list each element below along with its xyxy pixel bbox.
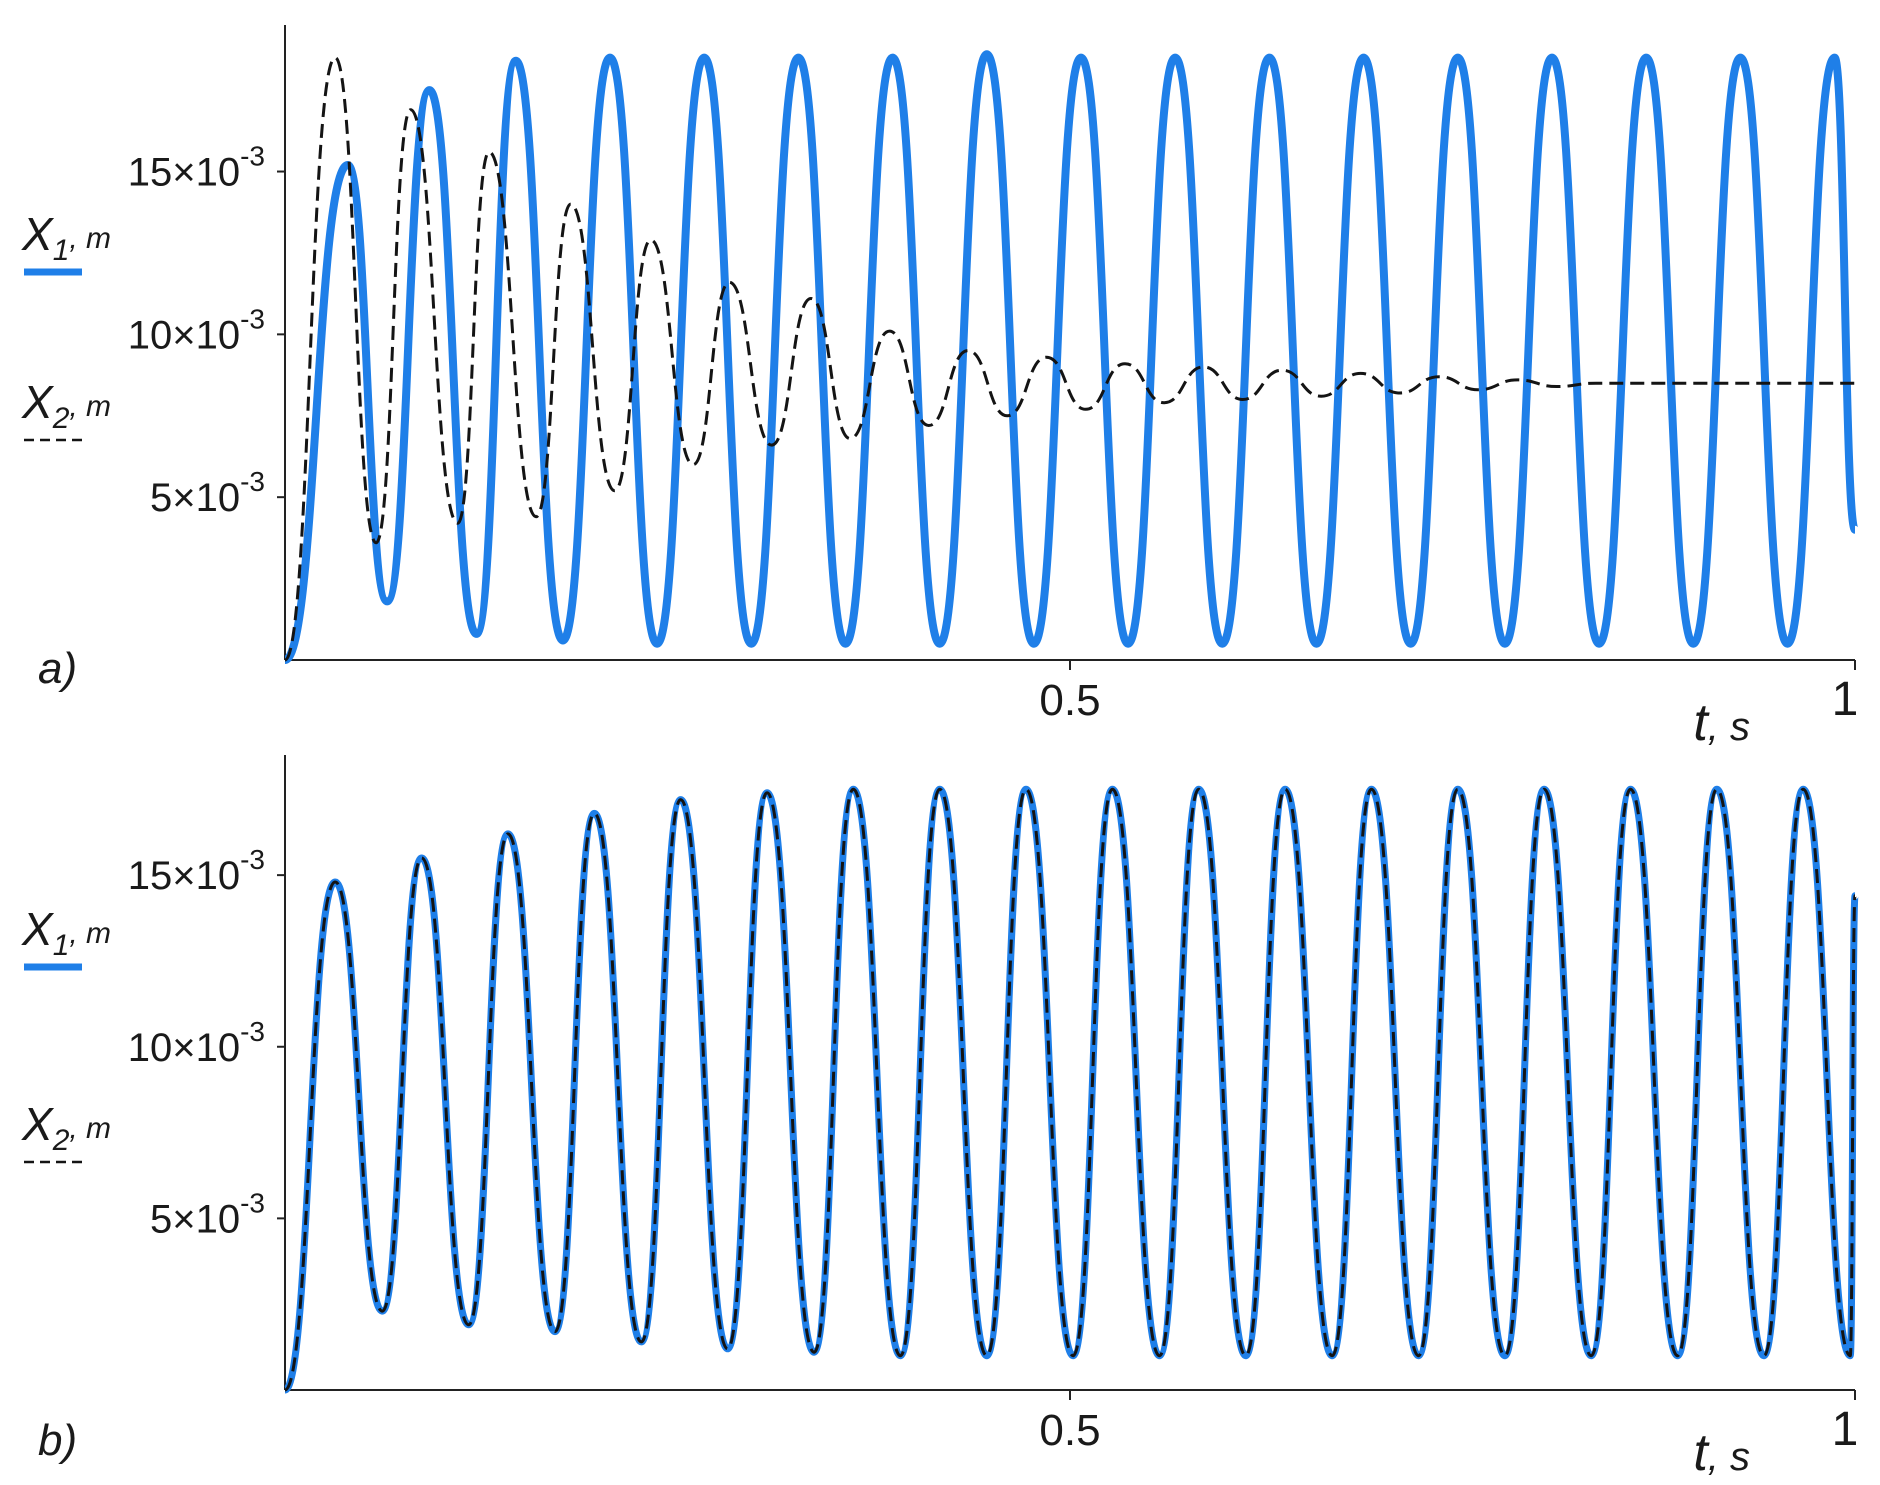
legend-label: X1, m xyxy=(21,903,111,962)
y-tick-label: 15×10-3 xyxy=(128,141,265,195)
y-tick-label: 10×10-3 xyxy=(128,1016,265,1070)
legend-label: X2, m xyxy=(21,1098,111,1157)
chart-panel-b: 5×10-3 10×10-3 15×10-3 0.5 1 t, s b) X1, m X2, m xyxy=(21,755,1859,1482)
series-x2-line xyxy=(283,56,1855,662)
x-tick-label: 0.5 xyxy=(1039,1406,1100,1455)
y-tick-label: 5×10-3 xyxy=(150,1187,265,1241)
chart-panel-a: 5×10-3 10×10-3 15×10-3 0.5 1 t, s a) X1, m X2, m xyxy=(21,25,1859,752)
series-x2-line xyxy=(283,787,1857,1392)
x-tick-label: 1 xyxy=(1832,1403,1859,1456)
legend-label: X1, m xyxy=(21,208,111,267)
panel-label: a) xyxy=(38,644,77,693)
y-tick-label: 10×10-3 xyxy=(128,303,265,357)
series-x1-line xyxy=(281,785,1859,1394)
x-tick-label: 0.5 xyxy=(1039,676,1100,725)
x-tick-label: 1 xyxy=(1832,673,1859,726)
series-x1-line xyxy=(282,50,1859,664)
x-axis-label: t, s xyxy=(1693,1424,1750,1482)
y-tick-label: 5×10-3 xyxy=(150,466,265,520)
legend-label: X2, m xyxy=(21,376,111,435)
y-tick-label: 15×10-3 xyxy=(128,844,265,898)
x-axis-label: t, s xyxy=(1693,694,1750,752)
panel-label: b) xyxy=(38,1416,77,1465)
